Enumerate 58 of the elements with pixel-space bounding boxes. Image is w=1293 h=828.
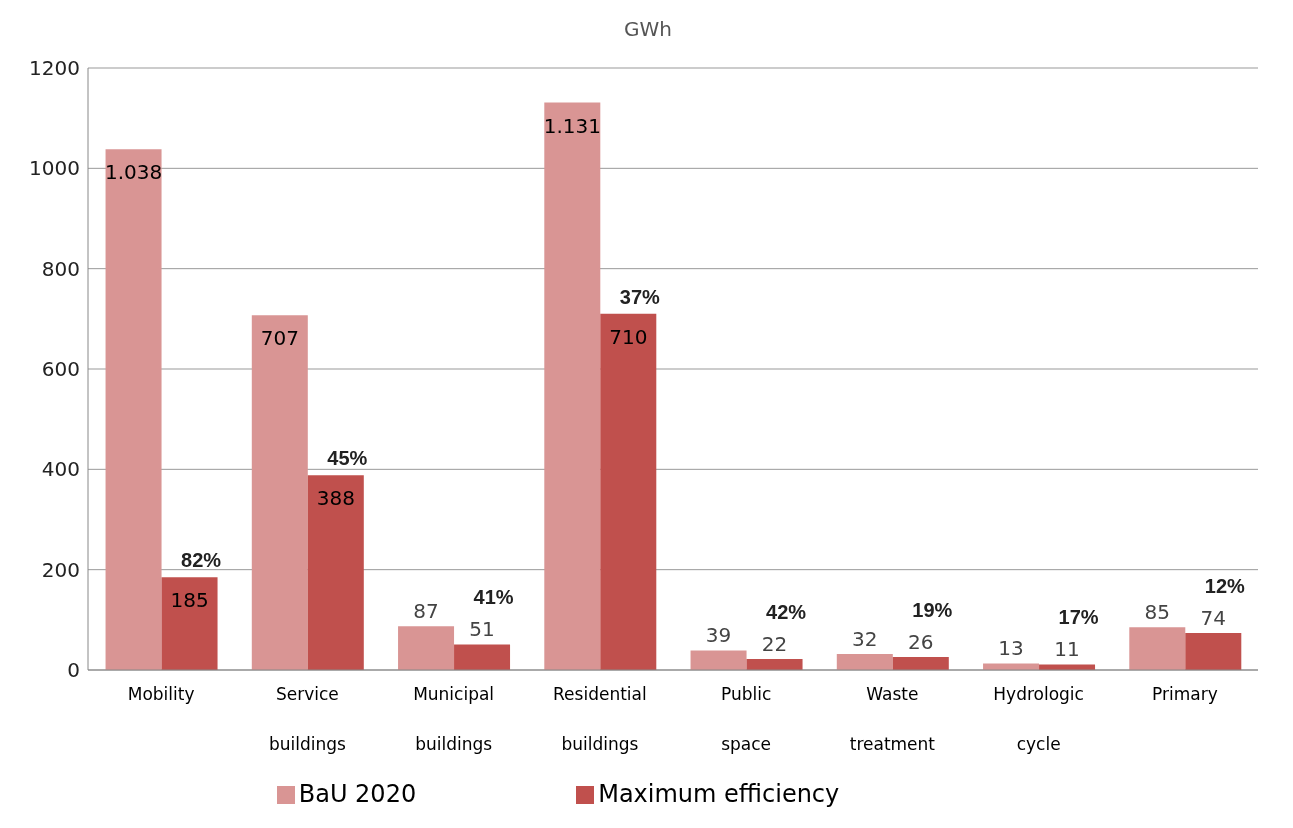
annotation: 45% [327,447,368,470]
data-label: 51 [469,617,495,642]
bar [544,102,601,670]
bar [161,577,218,670]
annotation: 19% [912,598,953,621]
data-label: 1.131 [543,113,601,138]
y-tick-label: 200 [41,557,80,582]
annotation: 17% [1058,606,1099,629]
annotation: 37% [619,285,661,308]
data-label: 707 [260,326,299,351]
bar [892,656,949,670]
x-tick-label: Primary [1152,684,1218,704]
data-label: 13 [998,636,1024,661]
bar [600,313,657,670]
data-label: 85 [1144,600,1171,625]
y-tick-label: 400 [41,457,80,482]
y-tick-label: 0 [67,658,80,683]
annotation: 41% [473,586,514,609]
bar [307,475,364,670]
x-tick-label: Mobility [127,684,195,704]
data-label: 1.038 [104,160,163,185]
bar [983,663,1040,670]
legend-label: Maximum efficiency [598,780,840,808]
category-label: Public space [720,684,772,754]
data-label: 26 [908,629,934,654]
bar [398,626,455,670]
data-label: 388 [316,486,355,511]
data-label: 39 [705,623,732,648]
category-label: Service buildings [268,684,346,754]
annotation: 82% [181,549,222,572]
data-label: 74 [1200,605,1227,630]
category-label: Hydrologic cycle [993,684,1084,754]
annotation: 12% [1204,574,1246,597]
bar [251,315,308,670]
bar [454,644,511,670]
category-label: Waste treatment [849,684,936,754]
bar [1129,627,1186,670]
data-label: 87 [413,599,439,624]
y-tick-label: 800 [41,256,80,281]
annotation: 42% [766,600,807,623]
y-tick-label: 1200 [29,56,80,81]
bar [746,658,803,670]
bar [690,650,747,670]
bar [1185,632,1242,670]
bar [836,653,893,670]
chart-title: GWh [624,17,672,41]
data-label: 710 [609,324,648,349]
legend-label: BaU 2020 [298,780,417,808]
bar [1039,664,1096,670]
category-label: Municipal buildings [413,684,495,754]
y-tick-label: 600 [41,357,80,382]
data-label: 22 [761,631,788,656]
data-label: 11 [1054,637,1080,662]
y-tick-label: 1000 [29,156,80,181]
data-label: 185 [170,588,209,613]
category-label: Residential buildings [553,684,647,754]
data-label: 32 [852,626,878,651]
bar [105,149,162,670]
